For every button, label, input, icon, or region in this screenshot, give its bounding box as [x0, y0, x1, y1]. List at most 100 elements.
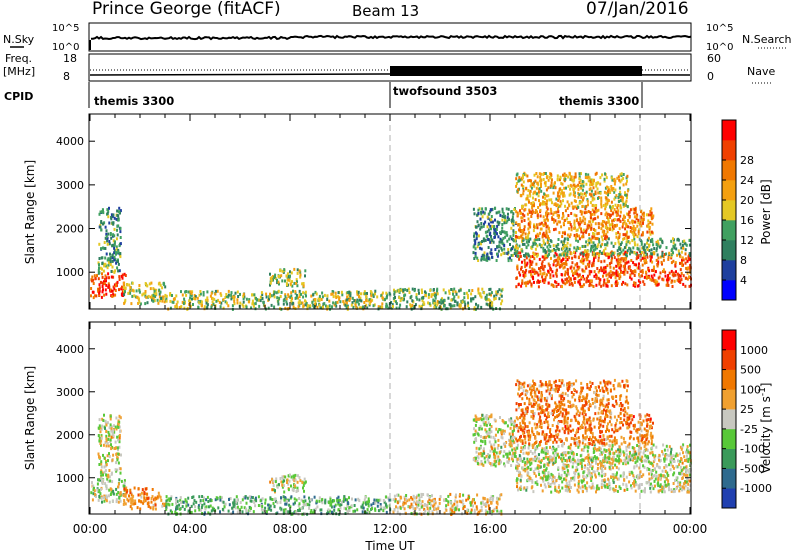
echo-cell	[113, 283, 116, 287]
echo-cell	[563, 194, 566, 198]
echo-cell	[108, 426, 111, 430]
echo-cell	[495, 228, 498, 231]
echo-cell	[631, 250, 634, 254]
echo-cell	[603, 220, 606, 224]
echo-cell	[499, 428, 502, 432]
echo-cell	[381, 302, 384, 306]
echo-cell	[227, 293, 230, 297]
echo-cell	[507, 217, 510, 221]
echo-cell	[348, 509, 351, 513]
echo-cell	[106, 211, 109, 215]
echo-cell	[624, 262, 627, 265]
echo-cell	[508, 443, 511, 447]
echo-cell	[603, 259, 606, 263]
echo-cell	[532, 251, 535, 255]
echo-cell	[179, 498, 182, 502]
echo-cell	[496, 245, 499, 249]
echo-cell	[114, 269, 117, 273]
echo-cell	[540, 182, 542, 186]
echo-cell	[131, 499, 134, 503]
echo-cell	[171, 502, 174, 506]
echo-cell	[465, 498, 468, 502]
echo-cell	[532, 210, 534, 214]
echo-cell	[538, 222, 541, 226]
echo-cell	[98, 242, 101, 246]
echo-cell	[115, 217, 118, 221]
echo-cell	[544, 248, 546, 252]
echo-cell	[533, 223, 535, 227]
echo-cell	[588, 220, 591, 224]
echo-cell	[590, 264, 593, 268]
echo-cell	[600, 266, 603, 270]
echo-cell	[106, 421, 109, 425]
echo-cell	[539, 269, 542, 273]
echo-cell	[605, 243, 608, 247]
echo-cell	[109, 288, 112, 292]
echo-cell	[551, 201, 553, 205]
echo-cell	[672, 244, 675, 248]
echo-cell	[108, 500, 111, 504]
freq-frame	[88, 53, 692, 82]
echo-cell	[285, 297, 288, 301]
echo-cell	[590, 472, 593, 476]
echo-cell	[483, 239, 485, 243]
echo-cell	[150, 281, 153, 285]
echo-region-3	[122, 281, 167, 306]
echo-cell	[534, 225, 537, 229]
echo-cell	[444, 291, 447, 295]
echo-cell	[540, 185, 542, 188]
echo-cell	[575, 249, 578, 253]
echo-cell	[576, 272, 579, 276]
echo-cell	[602, 271, 605, 275]
echo-cell	[115, 452, 118, 456]
echo-cell	[113, 243, 116, 247]
echo-cell	[423, 507, 426, 511]
echo-cell	[604, 213, 607, 217]
echo-cell	[581, 198, 584, 202]
echo-cell	[479, 509, 482, 513]
echo-cell	[117, 461, 120, 465]
echo-cell	[197, 305, 200, 309]
echo-cell	[346, 306, 349, 310]
echo-cell	[222, 306, 225, 310]
echo-cell	[606, 264, 609, 268]
echo-cell	[580, 200, 583, 204]
echo-cell	[537, 190, 540, 194]
echo-cell	[593, 252, 596, 256]
echo-cell	[121, 285, 123, 289]
echo-cell	[606, 460, 609, 464]
echo-cell	[633, 281, 636, 285]
echo-cell	[649, 259, 652, 263]
echo-cell	[365, 295, 368, 299]
echo-cell	[646, 241, 648, 245]
echo-cell	[510, 417, 513, 421]
echo-cell	[575, 184, 578, 188]
echo-cell	[501, 230, 504, 234]
echo-cell	[345, 305, 348, 309]
echo-cell	[259, 295, 262, 299]
echo-cell	[474, 251, 477, 255]
echo-cell	[336, 497, 339, 501]
echo-cell	[279, 295, 282, 298]
echo-cell	[96, 274, 98, 278]
echo-cell	[454, 506, 457, 510]
echo-cell	[566, 206, 569, 210]
colorbar-segment-1	[722, 280, 736, 301]
echo-cell	[500, 289, 503, 293]
echo-cell	[645, 275, 648, 278]
echo-cell	[504, 421, 507, 425]
echo-cell	[648, 225, 651, 229]
echo-cell	[414, 303, 417, 307]
echo-cell	[585, 210, 588, 214]
echo-cell	[178, 503, 181, 507]
echo-cell	[101, 417, 104, 421]
echo-cell	[490, 293, 492, 297]
echo-cell	[277, 280, 280, 284]
echo-cell	[207, 500, 210, 503]
echo-cell	[533, 173, 536, 177]
echo-cell	[508, 237, 511, 241]
echo-cell	[591, 244, 594, 248]
echo-cell	[420, 296, 423, 300]
echo-cell	[154, 496, 157, 500]
